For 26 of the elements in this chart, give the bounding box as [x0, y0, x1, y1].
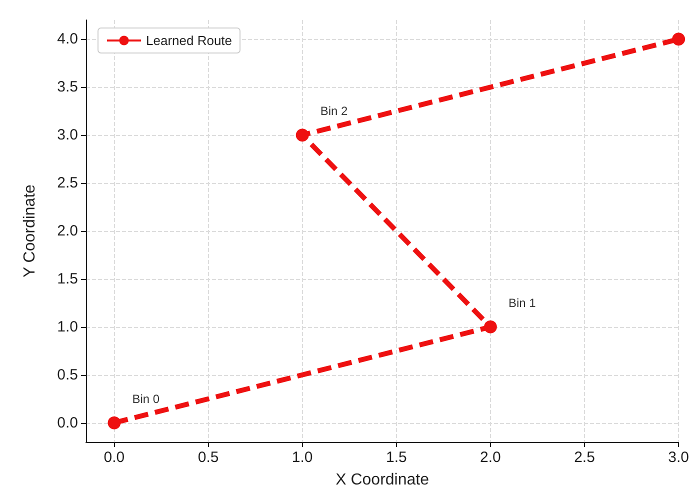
annotation: Bin 0 [132, 392, 160, 406]
point [108, 416, 121, 430]
legend-label: Learned Route [146, 33, 232, 48]
x-tick-label: 3.0 [668, 449, 690, 466]
annotation: Bin 2 [320, 104, 348, 118]
x-tick-label: 2.5 [574, 449, 595, 466]
y-tick-label: 2.0 [57, 222, 78, 240]
y-tick-label: 2.5 [57, 174, 78, 192]
point [484, 320, 497, 334]
point [296, 128, 309, 142]
y-tick-label: 3.5 [57, 78, 78, 96]
y-tick-label: 1.0 [57, 318, 78, 336]
x-tick-label: 0.0 [104, 449, 125, 466]
y-tick-label: 0.5 [57, 366, 78, 384]
y-tick-label: 4.0 [57, 30, 78, 48]
y-tick-label: 1.5 [57, 270, 78, 288]
x-axis-title: X Coordinate [336, 472, 430, 488]
y-tick-label: 0.0 [57, 414, 78, 432]
x-tick-label: 1.0 [292, 449, 313, 466]
x-tick-label: 0.5 [198, 449, 219, 466]
y-axis-title: Y Coordinate [22, 184, 38, 278]
y-tick-label: 3.0 [57, 126, 78, 144]
x-tick-label: 2.0 [480, 449, 501, 466]
annotation: Bin 1 [508, 296, 536, 310]
x-tick-label: 1.5 [386, 449, 407, 466]
point [672, 32, 686, 46]
